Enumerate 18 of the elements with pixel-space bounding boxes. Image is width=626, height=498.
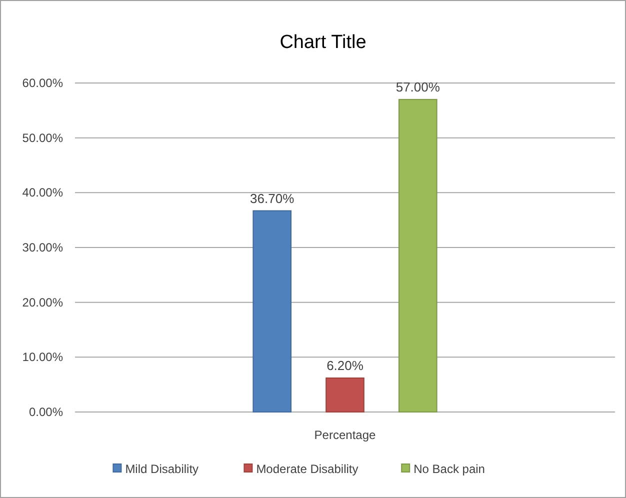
y-tick-label: 60.00% (22, 76, 64, 90)
y-tick-label: 20.00% (22, 295, 64, 310)
y-tick-label: 50.00% (22, 130, 64, 145)
y-tick-label: 0.00% (28, 405, 64, 419)
data-label: 57.00% (396, 79, 440, 94)
data-label: 36.70% (250, 190, 295, 206)
data-label: 6.20% (326, 358, 364, 374)
legend-label: No Back pain (414, 462, 485, 476)
x-tick-label: Percentage (314, 428, 376, 442)
y-tick-label: 10.00% (22, 350, 64, 364)
chart-title: Chart Title (280, 32, 366, 53)
bar (326, 378, 364, 412)
legend-label: Moderate Disability (256, 462, 358, 476)
bar (398, 98, 438, 412)
bar (252, 210, 292, 412)
y-tick-label: 30.00% (22, 240, 64, 254)
legend-label: Mild Disability (125, 462, 199, 476)
y-tick-label: 40.00% (22, 186, 64, 200)
